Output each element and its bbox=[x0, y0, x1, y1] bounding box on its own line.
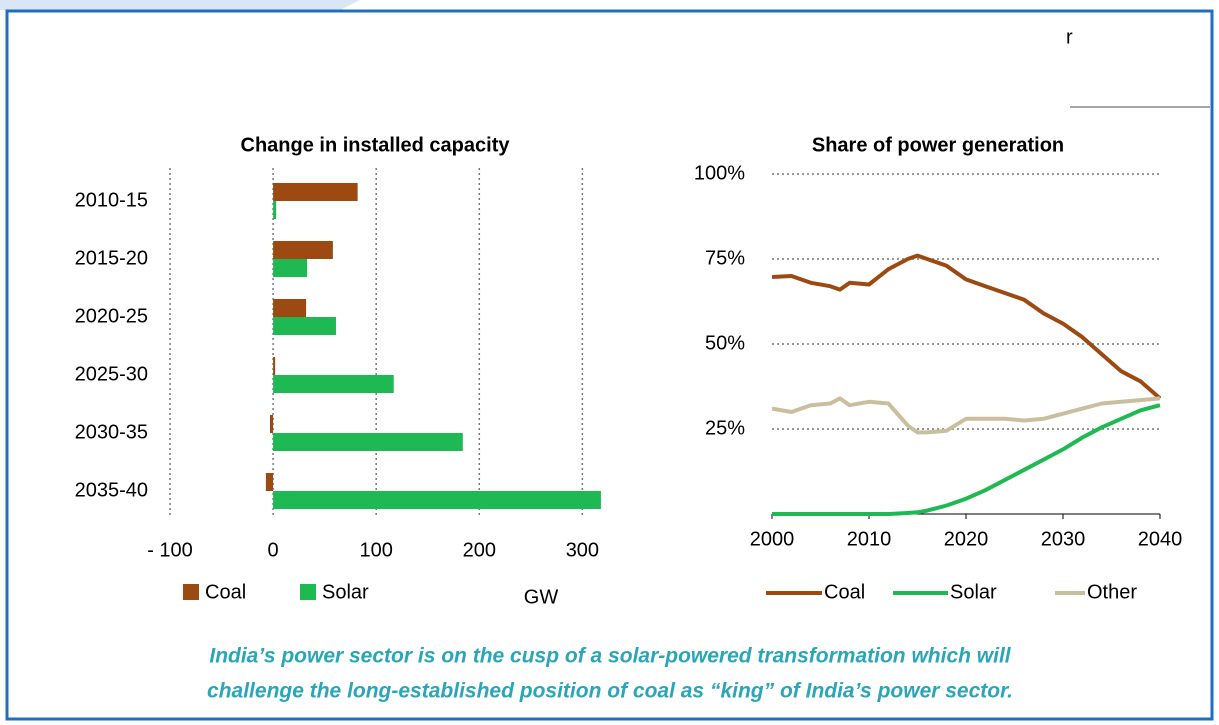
bar bbox=[270, 415, 274, 433]
bar bbox=[273, 357, 276, 375]
legend-label: Coal bbox=[205, 581, 246, 603]
bar bbox=[273, 183, 358, 201]
bar bbox=[273, 259, 308, 277]
chart-title: Share of power generation bbox=[812, 134, 1064, 156]
y-tick-label: 25% bbox=[705, 417, 745, 439]
series-line bbox=[771, 396, 1161, 435]
series-line bbox=[772, 403, 1161, 516]
x-tick-label: 300 bbox=[566, 539, 599, 561]
caption: India’s power sector is on the cusp of a… bbox=[209, 645, 1011, 668]
y-tick-label: 75% bbox=[705, 247, 745, 269]
bar bbox=[273, 433, 463, 451]
legend-swatch bbox=[183, 584, 199, 600]
legend-label: Coal bbox=[824, 581, 865, 603]
x-tick-label: - 100 bbox=[147, 539, 193, 561]
legend-label: Solar bbox=[322, 581, 369, 603]
x-axis-label: GW bbox=[524, 586, 559, 608]
frame bbox=[5, 9, 1214, 721]
legend-label: Solar bbox=[950, 581, 997, 603]
series-line bbox=[771, 253, 1162, 400]
y-tick-label: 2025-30 bbox=[75, 363, 148, 385]
y-tick-label: 100% bbox=[694, 162, 745, 184]
x-tick-label: 2040 bbox=[1138, 528, 1183, 550]
legend-label: Other bbox=[1087, 581, 1137, 603]
bar bbox=[273, 201, 277, 219]
x-tick-label: 0 bbox=[268, 539, 279, 561]
x-tick-label: 2000 bbox=[750, 528, 795, 550]
y-tick-label: 2015-20 bbox=[75, 247, 148, 269]
x-tick-label: 100 bbox=[360, 539, 393, 561]
y-tick-label: 2020-25 bbox=[75, 305, 148, 327]
chart-title: Change in installed capacity bbox=[241, 134, 511, 156]
y-tick-label: 2035-40 bbox=[75, 479, 148, 501]
bar bbox=[265, 473, 274, 491]
bar bbox=[273, 375, 394, 393]
y-tick-label: 2010-15 bbox=[75, 189, 148, 211]
caption: challenge the long-established position … bbox=[207, 680, 1013, 703]
y-tick-label: 50% bbox=[705, 332, 745, 354]
legend-swatch bbox=[300, 584, 316, 600]
x-tick-label: 2020 bbox=[944, 528, 989, 550]
bar bbox=[273, 317, 336, 335]
x-tick-label: 2030 bbox=[1041, 528, 1086, 550]
decoration bbox=[0, 0, 360, 10]
bar bbox=[273, 491, 601, 509]
x-tick-label: 200 bbox=[463, 539, 496, 561]
bar bbox=[273, 299, 307, 317]
bar bbox=[273, 241, 333, 259]
x-tick-label: 2010 bbox=[847, 528, 892, 550]
y-tick-label: 2030-35 bbox=[75, 421, 148, 443]
header-fragment: r bbox=[1066, 26, 1073, 48]
